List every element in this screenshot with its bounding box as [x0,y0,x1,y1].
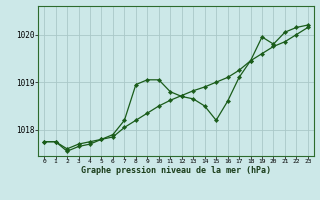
X-axis label: Graphe pression niveau de la mer (hPa): Graphe pression niveau de la mer (hPa) [81,166,271,175]
